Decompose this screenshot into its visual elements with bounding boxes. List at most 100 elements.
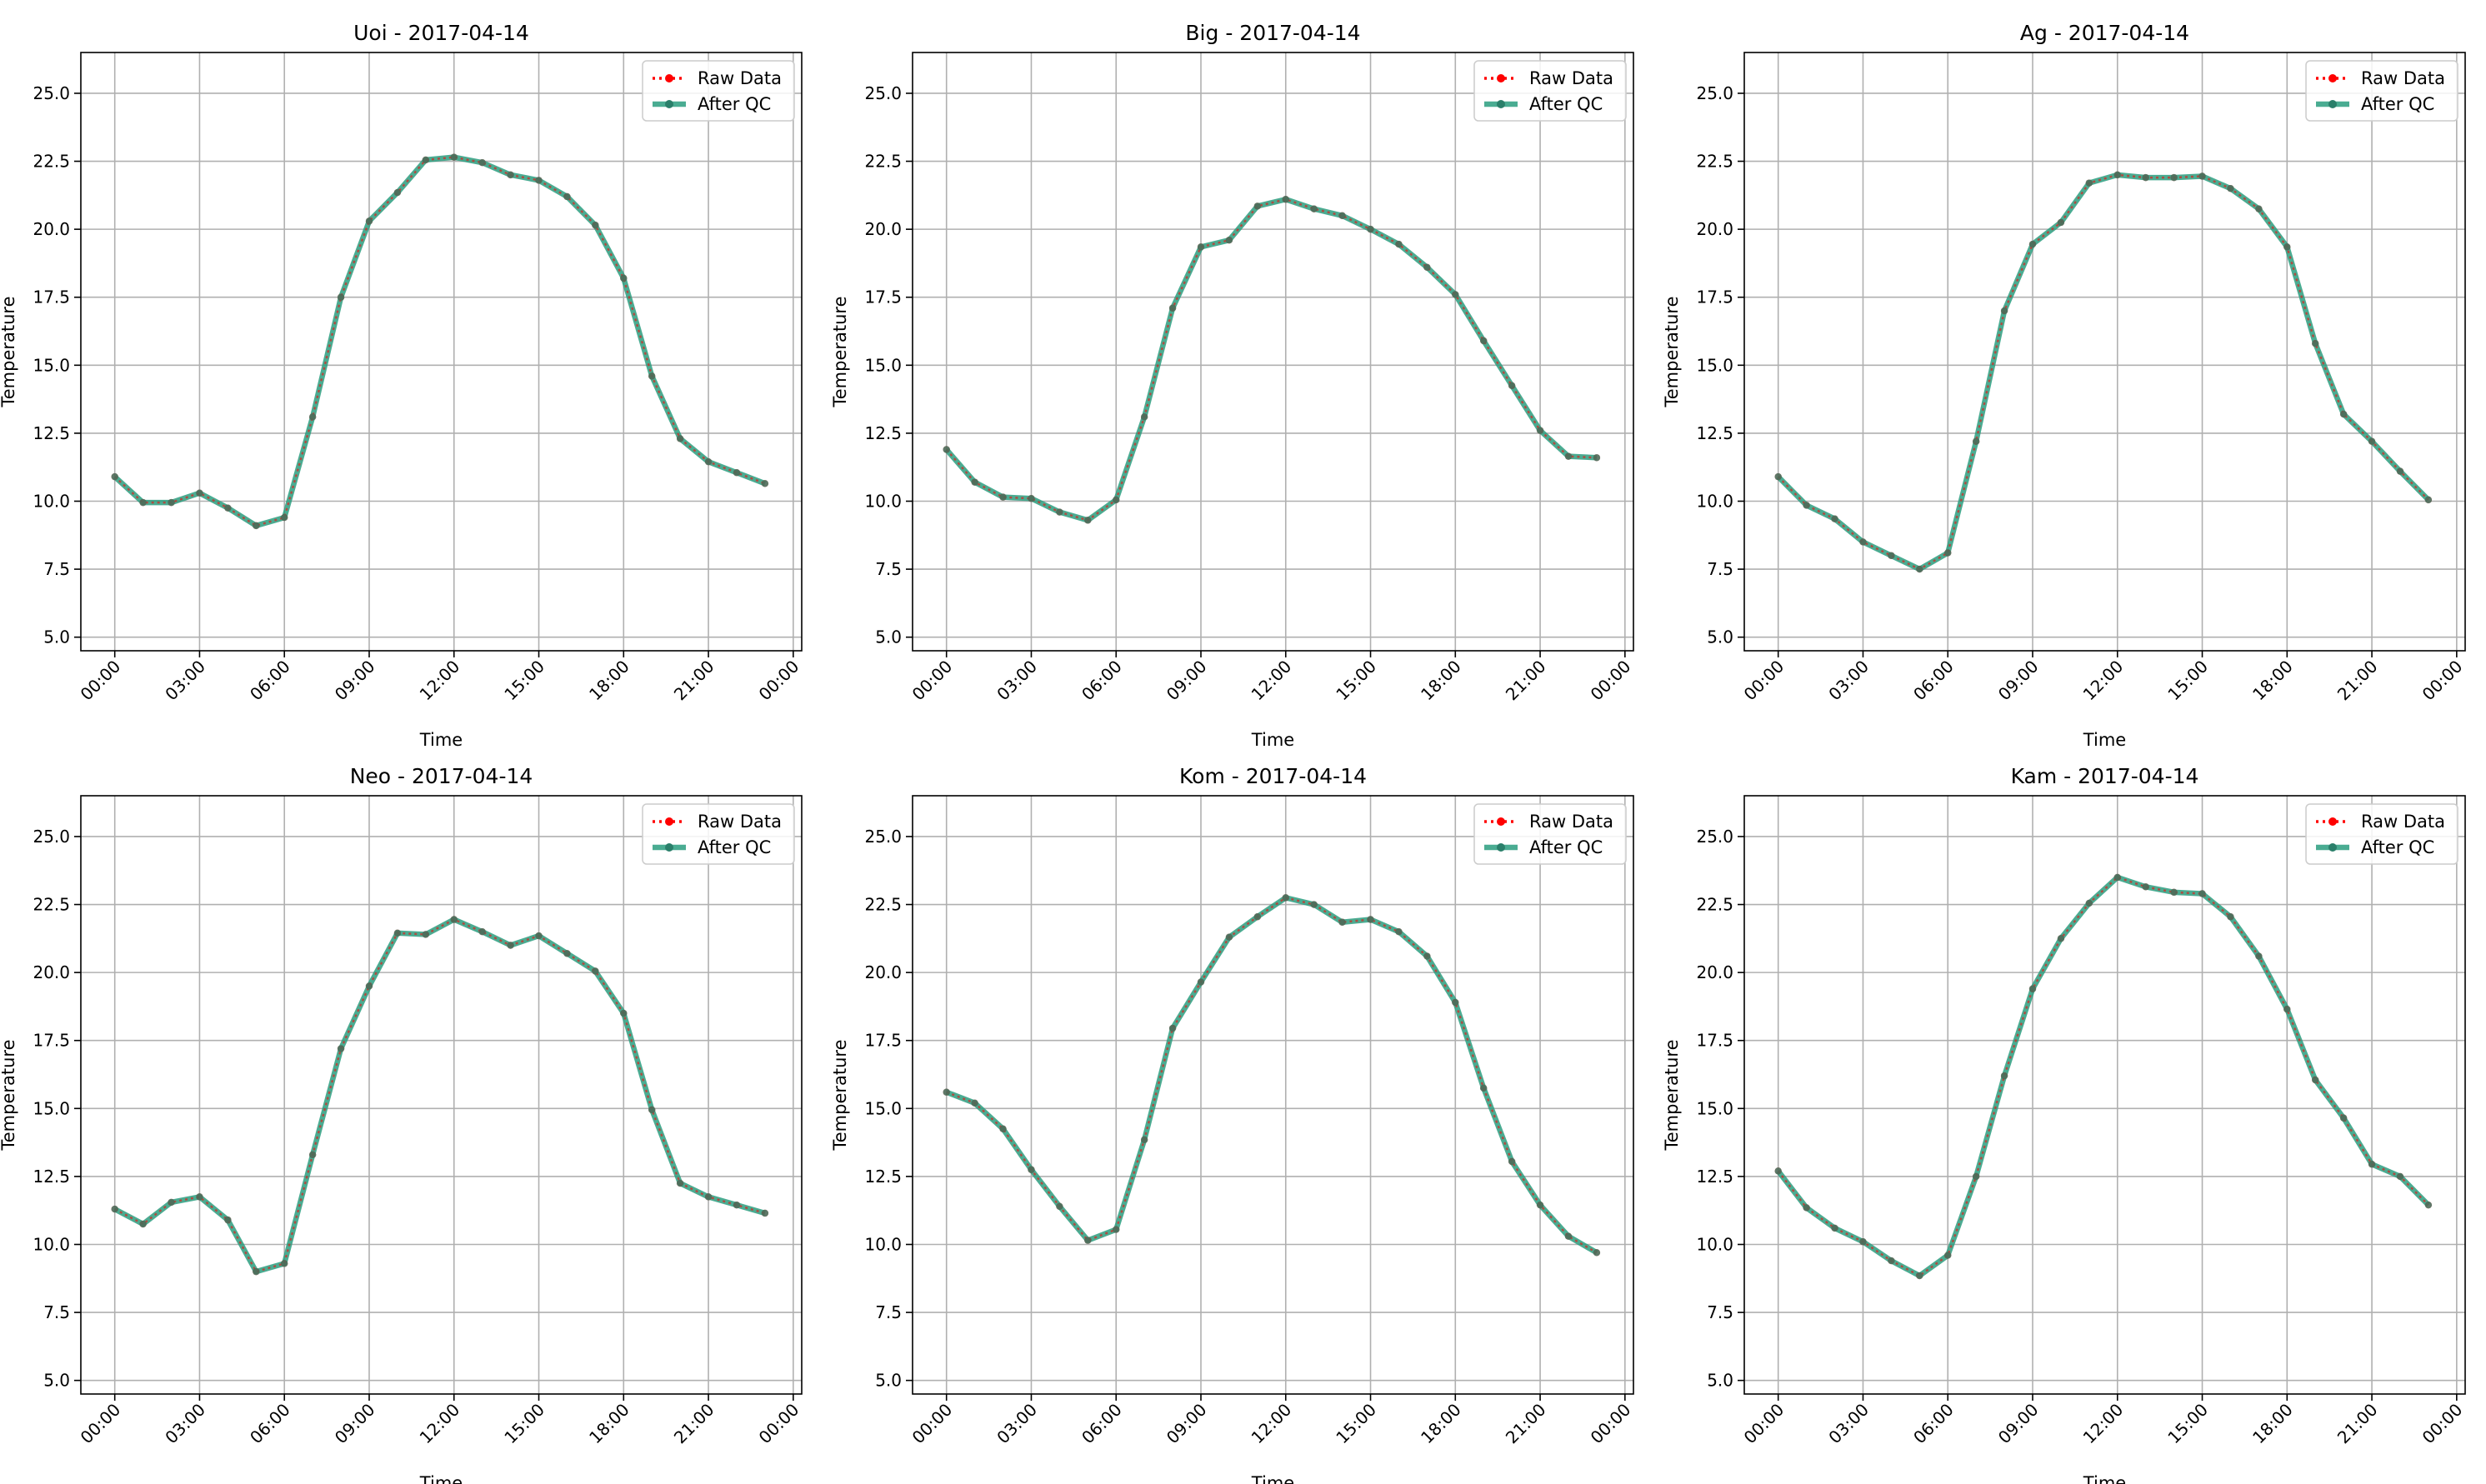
- legend-label-after-qc: After QC: [698, 94, 771, 114]
- after-qc-point: [563, 950, 571, 957]
- after-qc-point: [1831, 1224, 1838, 1232]
- legend-marker-after-qc: [665, 843, 673, 852]
- after-qc-point: [648, 1106, 656, 1114]
- after-qc-point: [1338, 212, 1346, 220]
- x-tick-label: 18:00: [1417, 1400, 1465, 1448]
- subplot-title: Kam - 2017-04-14: [2011, 764, 2199, 788]
- after-qc-point: [1831, 515, 1838, 522]
- axes-frame: [912, 52, 1634, 652]
- after-qc-point: [478, 158, 486, 167]
- y-tick-label: 17.5: [1696, 1031, 1733, 1051]
- after-qc-point: [1168, 1024, 1177, 1032]
- y-axis-label: Temperature: [1662, 296, 1682, 407]
- x-tick-label: 15:00: [1332, 1400, 1380, 1448]
- y-tick-label: 12.5: [1696, 1167, 1733, 1187]
- x-tick-label: 12:00: [416, 1400, 464, 1448]
- after-qc-point: [1916, 565, 1923, 573]
- x-tick-label: 09:00: [1163, 657, 1211, 705]
- series-line-after-qc: [945, 895, 1598, 1256]
- after-qc-point: [761, 480, 769, 487]
- after-qc-point: [422, 931, 430, 938]
- x-tick-label: 00:00: [2418, 657, 2467, 705]
- after-qc-point: [2255, 205, 2263, 212]
- after-qc-point: [253, 522, 260, 530]
- after-qc-point: [365, 217, 373, 225]
- after-qc-point: [2113, 873, 2121, 882]
- y-tick-label: 5.0: [875, 1371, 902, 1391]
- legend-label-after-qc: After QC: [698, 837, 771, 857]
- after-qc-point: [1140, 413, 1148, 421]
- after-qc-point: [450, 153, 458, 161]
- x-axis-label: Time: [1251, 730, 1294, 750]
- after-qc-point: [281, 1260, 288, 1267]
- subplot-title: Ag - 2017-04-14: [2020, 21, 2189, 45]
- y-tick-label: 10.0: [33, 1235, 70, 1255]
- y-tick-label: 17.5: [33, 287, 70, 307]
- after-qc-point: [168, 1198, 175, 1207]
- after-qc-point: [1564, 1232, 1573, 1240]
- legend-marker-raw-data: [2328, 817, 2337, 826]
- x-tick-label: 12:00: [2079, 657, 2128, 705]
- legend-label-after-qc: After QC: [1529, 837, 1603, 857]
- legend-label-after-qc: After QC: [1529, 94, 1603, 114]
- after-qc-point: [478, 927, 486, 936]
- y-tick-label: 5.0: [43, 627, 70, 647]
- after-qc-point: [1056, 1202, 1063, 1211]
- after-qc-point: [1423, 952, 1431, 960]
- after-qc-point: [1113, 1226, 1120, 1233]
- series-line-raw-data: [946, 897, 1598, 1254]
- series-line-after-qc: [1776, 172, 2431, 572]
- after-qc-point: [2339, 1114, 2348, 1122]
- legend: Raw Data After QC: [1473, 803, 1627, 865]
- after-qc-point: [999, 1125, 1007, 1132]
- legend-marker-after-qc: [2328, 843, 2337, 852]
- after-qc-point: [563, 192, 571, 201]
- after-qc-point: [2000, 307, 2008, 315]
- legend-label-raw-data: Raw Data: [698, 812, 782, 832]
- x-axis-label: Time: [2083, 1473, 2126, 1484]
- after-qc-point: [943, 1088, 950, 1096]
- after-qc-point: [761, 1209, 769, 1217]
- x-tick-label: 00:00: [77, 1400, 125, 1448]
- x-tick-label: 00:00: [1740, 657, 1788, 705]
- x-tick-label: 15:00: [500, 657, 548, 705]
- y-tick-label: 22.5: [33, 895, 70, 915]
- y-tick-label: 12.5: [33, 1167, 70, 1187]
- x-tick-label: 09:00: [1163, 1400, 1211, 1448]
- subplot-3: 5.0 7.5 10.0 12.5 15.0 17.5 20.0 22.5 25.0 00:00 0…: [1662, 21, 2466, 750]
- x-tick-label: 03:00: [1824, 1400, 1873, 1448]
- after-qc-point: [1395, 927, 1403, 936]
- x-tick-label: 03:00: [993, 1400, 1041, 1448]
- after-qc-point: [2312, 1076, 2319, 1084]
- after-qc-point: [1282, 196, 1289, 203]
- after-qc-point: [224, 504, 232, 512]
- after-qc-point: [2368, 1161, 2376, 1168]
- y-tick-label: 25.0: [33, 827, 70, 847]
- after-qc-point: [1197, 243, 1205, 251]
- after-qc-point: [1774, 1167, 1782, 1175]
- axes-frame: [912, 795, 1634, 1395]
- after-qc-point: [139, 498, 147, 507]
- x-tick-label: 00:00: [2418, 1400, 2467, 1448]
- after-qc-point: [337, 1045, 345, 1052]
- subplot-1: 5.0 7.5 10.0 12.5 15.0 17.5 20.0 22.5 25.0 00:00 0…: [0, 21, 803, 750]
- y-tick-label: 15.0: [864, 1098, 902, 1118]
- y-tick-label: 5.0: [1707, 627, 1733, 647]
- x-tick-label: 00:00: [908, 1400, 957, 1448]
- x-tick-label: 06:00: [246, 1400, 294, 1448]
- after-qc-point: [1508, 1157, 1516, 1166]
- x-tick-label: 00:00: [1587, 657, 1635, 705]
- x-tick-label: 00:00: [755, 657, 803, 705]
- after-qc-point: [1084, 1237, 1092, 1244]
- subplot-title: Big - 2017-04-14: [1185, 21, 1360, 45]
- after-qc-point: [1197, 978, 1205, 986]
- after-qc-point: [2368, 437, 2376, 445]
- x-tick-label: 15:00: [2163, 657, 2212, 705]
- after-qc-point: [422, 156, 430, 164]
- after-qc-point: [2085, 179, 2093, 187]
- after-qc-point: [2255, 952, 2263, 960]
- after-qc-point: [111, 1205, 118, 1213]
- y-tick-label: 12.5: [864, 423, 902, 443]
- x-tick-label: 03:00: [1824, 657, 1873, 705]
- legend-marker-after-qc: [2328, 100, 2337, 108]
